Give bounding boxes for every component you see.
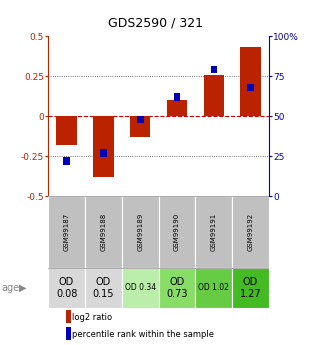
Text: ▶: ▶ <box>19 283 26 293</box>
Text: age: age <box>2 283 20 293</box>
Bar <box>66 327 71 340</box>
Text: OD 0.34: OD 0.34 <box>125 284 156 293</box>
Bar <box>63 157 70 165</box>
Text: GDS2590 / 321: GDS2590 / 321 <box>108 16 203 29</box>
Bar <box>232 196 269 268</box>
Bar <box>211 66 217 73</box>
Bar <box>159 196 195 268</box>
Text: GSM99189: GSM99189 <box>137 213 143 251</box>
Bar <box>240 47 261 116</box>
Text: OD
0.73: OD 0.73 <box>166 277 188 299</box>
Bar <box>137 116 143 123</box>
Text: OD
0.15: OD 0.15 <box>93 277 114 299</box>
Text: OD
1.27: OD 1.27 <box>240 277 262 299</box>
Bar <box>122 268 159 308</box>
Bar <box>130 116 150 137</box>
Bar <box>48 196 85 268</box>
Bar <box>57 116 77 145</box>
Bar <box>174 93 180 100</box>
Text: GSM99192: GSM99192 <box>248 213 253 251</box>
Text: OD 1.02: OD 1.02 <box>198 284 229 293</box>
Text: OD
0.08: OD 0.08 <box>56 277 77 299</box>
Bar <box>100 149 107 157</box>
Bar <box>122 196 159 268</box>
Text: GSM99187: GSM99187 <box>64 213 70 251</box>
Text: GSM99191: GSM99191 <box>211 213 217 251</box>
Bar <box>85 196 122 268</box>
Bar <box>232 268 269 308</box>
Text: GSM99190: GSM99190 <box>174 213 180 251</box>
Bar <box>48 268 85 308</box>
Bar <box>195 268 232 308</box>
Bar <box>66 310 71 323</box>
Bar <box>159 268 195 308</box>
Bar <box>204 75 224 116</box>
Bar <box>93 116 114 177</box>
Bar <box>195 196 232 268</box>
Bar <box>247 84 254 91</box>
Text: GSM99188: GSM99188 <box>100 213 106 251</box>
Text: log2 ratio: log2 ratio <box>72 313 112 322</box>
Text: percentile rank within the sample: percentile rank within the sample <box>72 330 214 339</box>
Bar <box>85 268 122 308</box>
Bar <box>167 100 187 116</box>
